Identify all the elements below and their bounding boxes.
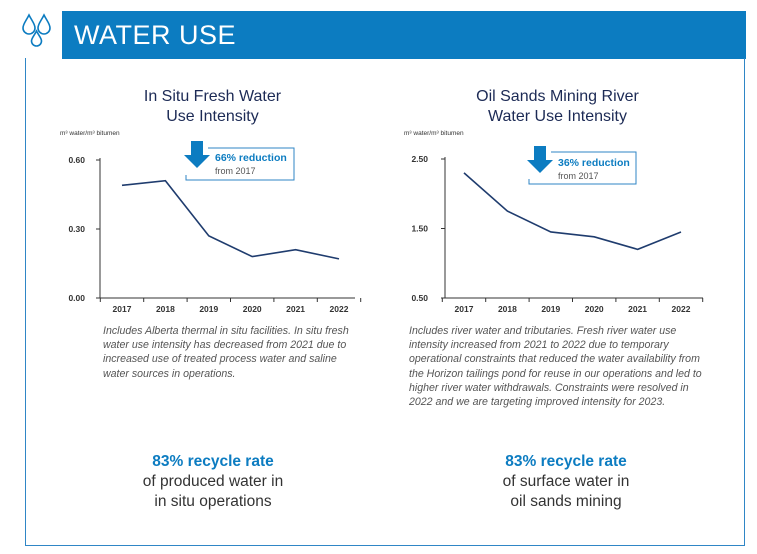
y-tick-label: 0.60 — [68, 155, 85, 165]
y-tick-label: 0.00 — [68, 293, 85, 303]
y-axis-unit: m³ water/m³ bitumen — [404, 130, 464, 137]
recycle-headline: 83% recycle rate — [505, 453, 627, 470]
chart-title-line2: Water Use Intensity — [487, 108, 627, 125]
section-title: WATER USE — [74, 20, 237, 50]
x-tick-label: 2021 — [628, 304, 647, 314]
insitu-intensity-chart: m³ water/m³ bitumen 66% reduction from 2… — [60, 130, 362, 314]
x-tick-label: 2020 — [243, 304, 262, 314]
recycle-headline: 83% recycle rate — [152, 453, 274, 470]
recycle-rate-mining: 83% recycle rate of surface water in oil… — [456, 452, 676, 512]
chart-title-insitu: In Situ Fresh Water Use Intensity — [110, 87, 315, 127]
section-header: WATER USE — [62, 11, 746, 59]
callout-bracket — [528, 151, 637, 185]
y-tick-label: 1.50 — [411, 224, 428, 234]
recycle-line: of produced water in — [142, 473, 284, 490]
callout: 66% reduction from 2017 — [184, 141, 295, 181]
chart-title-line2: Use Intensity — [166, 108, 259, 125]
water-drops-icon — [22, 13, 51, 47]
chart-note-insitu: Includes Alberta thermal in situ facilit… — [103, 325, 349, 380]
callout-sub: from 2017 — [558, 171, 599, 181]
recycle-rate-insitu: 83% recycle rate of produced water in in… — [103, 452, 323, 512]
x-tick-label: 2017 — [455, 304, 474, 314]
y-tick-label: 0.30 — [68, 224, 85, 234]
x-tick-label: 2022 — [330, 304, 349, 314]
recycle-line: oil sands mining — [510, 493, 622, 510]
x-tick-label: 2021 — [286, 304, 305, 314]
y-axis-unit: m³ water/m³ bitumen — [60, 130, 120, 137]
chart-title-line1: In Situ Fresh Water — [143, 88, 282, 105]
mining-intensity-chart: m³ water/m³ bitumen 36% reduction from 2… — [404, 130, 704, 314]
series-line — [121, 179, 340, 260]
callout-bracket — [185, 147, 295, 181]
recycle-line: of surface water in — [502, 473, 630, 490]
down-arrow-icon — [527, 146, 553, 173]
series-line — [463, 172, 682, 251]
content-frame — [25, 58, 745, 546]
chart-title-mining: Oil Sands Mining River Water Use Intensi… — [445, 87, 670, 127]
callout-sub: from 2017 — [215, 166, 256, 176]
chart-note-mining: Includes river water and tributaries. Fr… — [409, 325, 702, 409]
x-tick-label: 2017 — [113, 304, 132, 314]
x-tick-label: 2019 — [541, 304, 560, 314]
x-tick-label: 2018 — [498, 304, 517, 314]
x-tick-label: 2022 — [672, 304, 691, 314]
x-tick-label: 2018 — [156, 304, 175, 314]
x-tick-label: 2020 — [585, 304, 604, 314]
callout-value: 36% reduction — [558, 157, 630, 169]
callout: 36% reduction from 2017 — [527, 146, 637, 185]
callout-value: 66% reduction — [215, 152, 287, 164]
x-tick-label: 2019 — [199, 304, 218, 314]
y-tick-label: 2.50 — [411, 154, 428, 164]
recycle-line: in situ operations — [154, 493, 272, 510]
down-arrow-icon — [184, 141, 210, 168]
chart-title-line1: Oil Sands Mining River — [476, 88, 639, 105]
y-tick-label: 0.50 — [411, 293, 428, 303]
